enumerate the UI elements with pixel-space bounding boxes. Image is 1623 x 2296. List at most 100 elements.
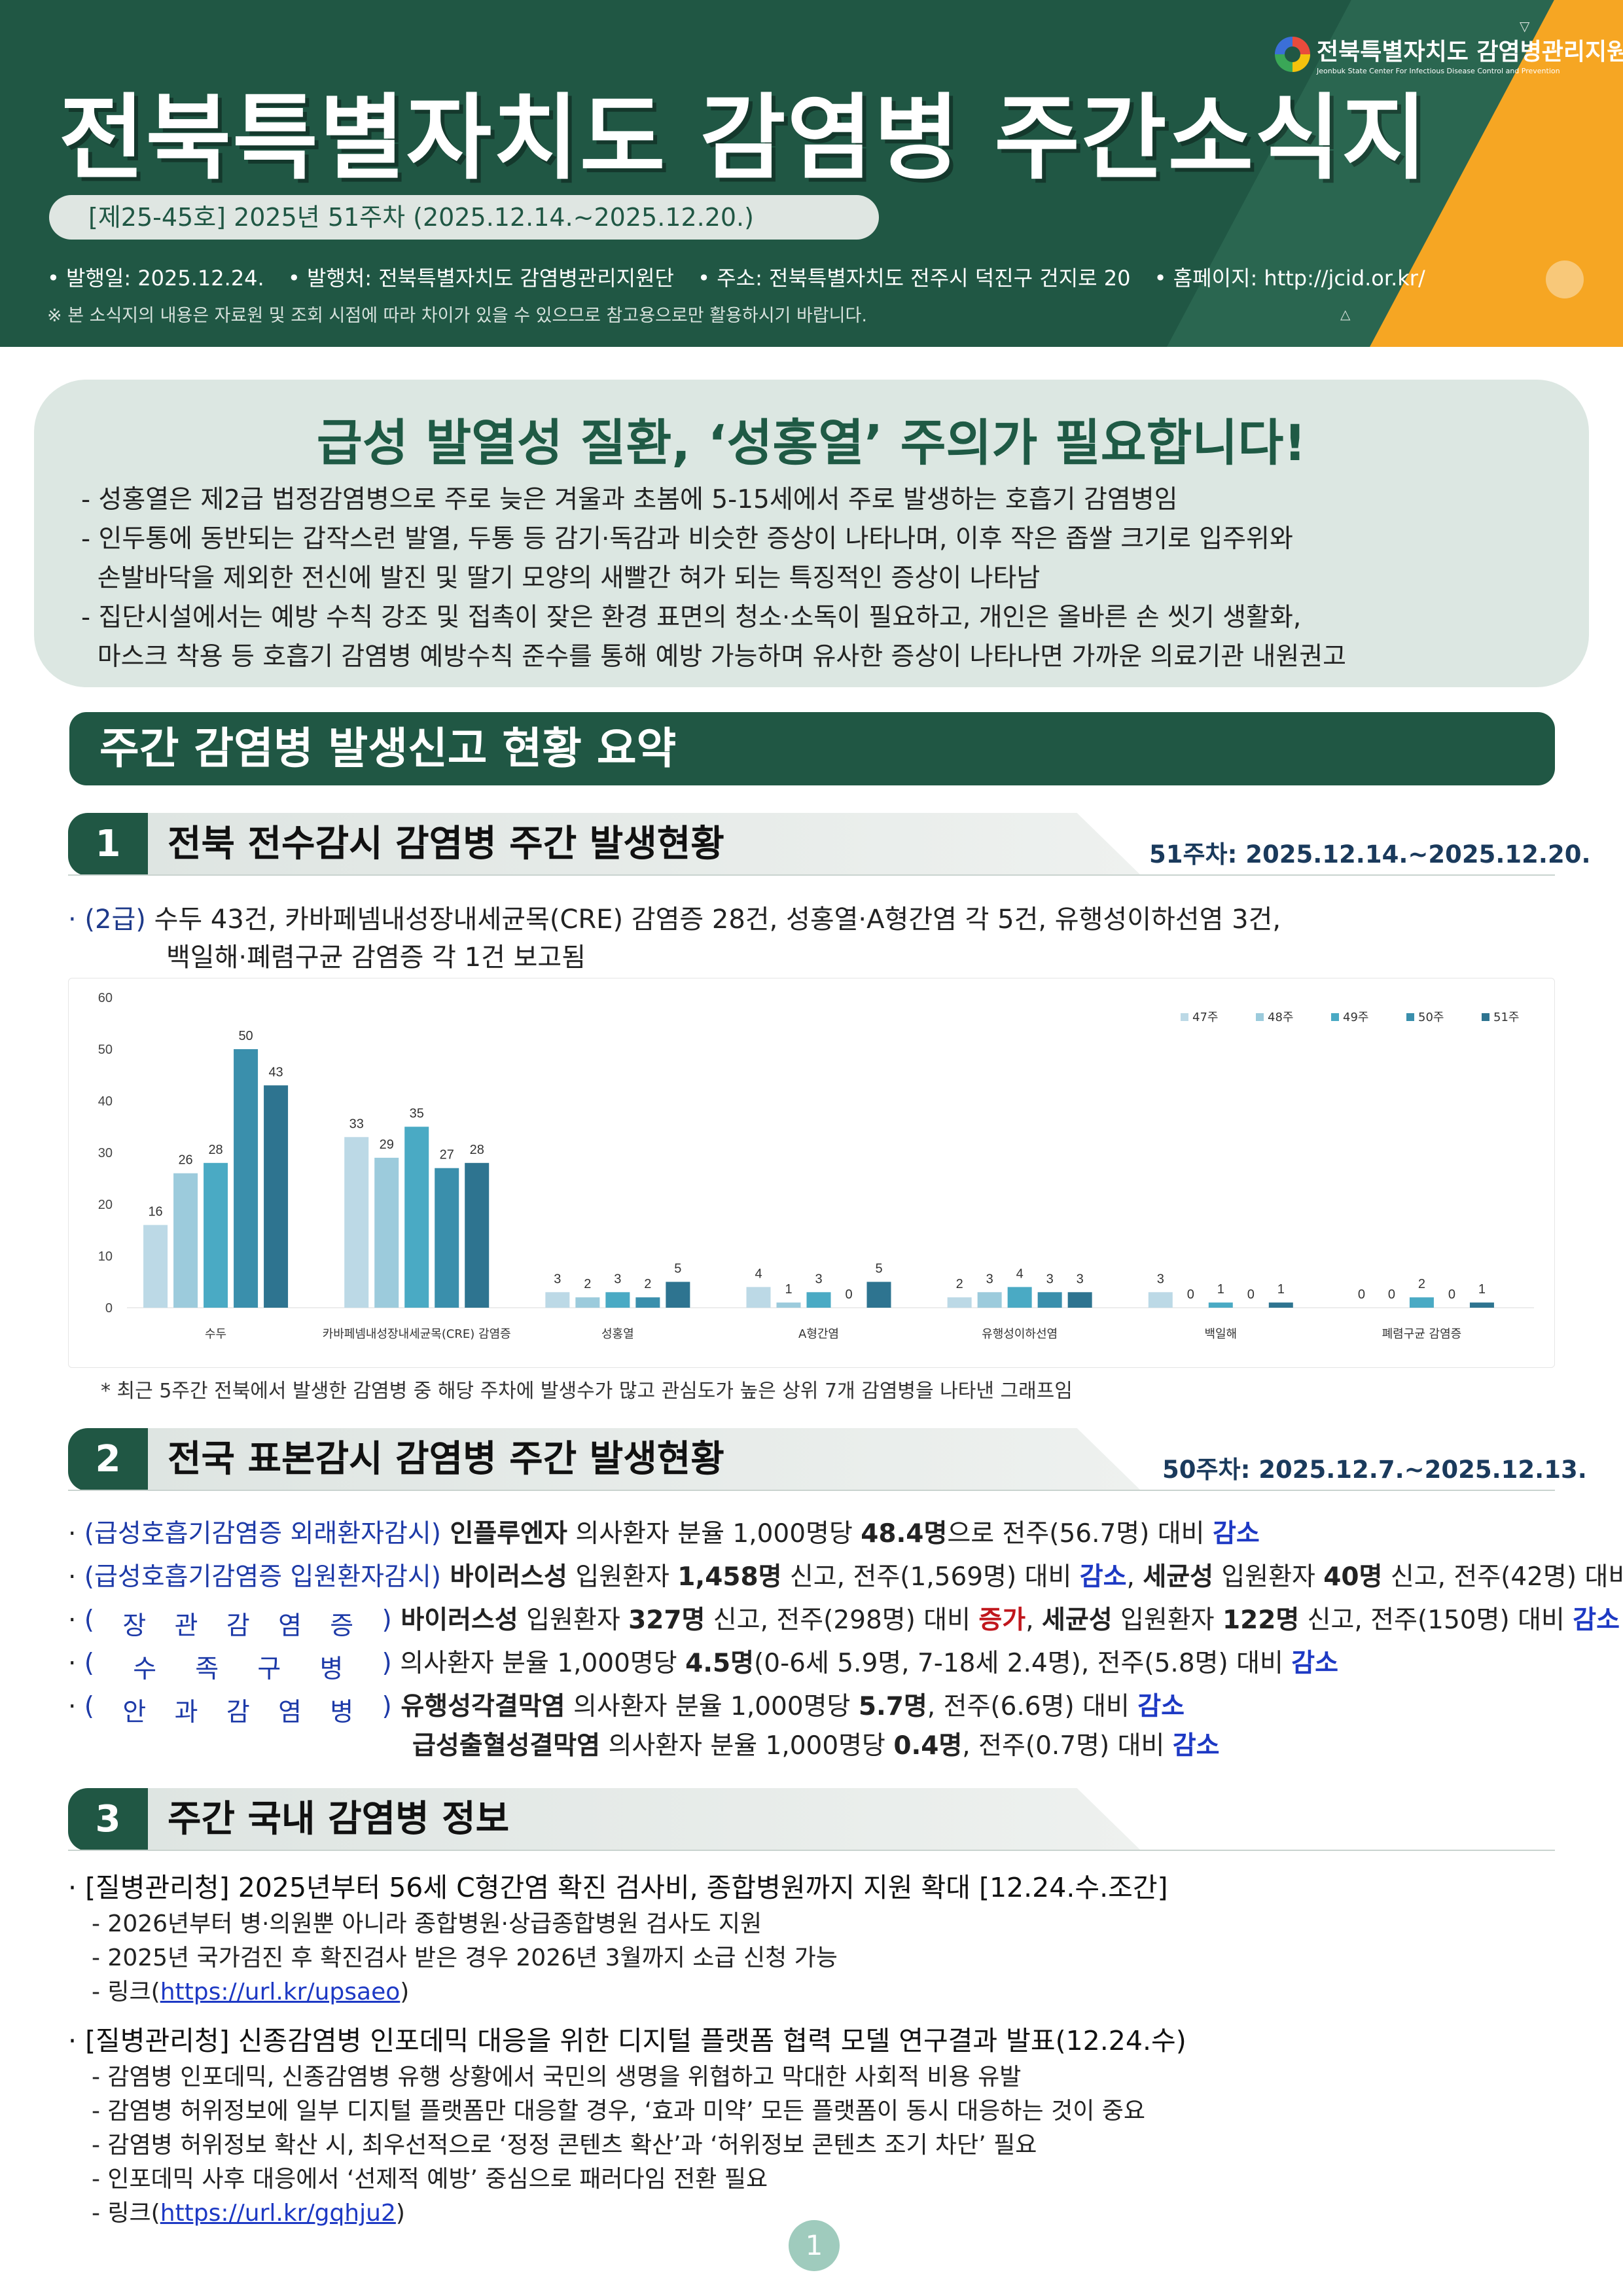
bar <box>806 1292 831 1308</box>
bar <box>344 1137 369 1308</box>
x-tick-label: 성홍열 <box>601 1327 634 1341</box>
bar <box>575 1297 600 1308</box>
section-title: 주간 국내 감염병 정보 <box>168 1798 510 1840</box>
section1-summary-cont: 백일해·폐렴구균 감염증 각 1건 보고됨 <box>166 942 586 973</box>
bar <box>1208 1302 1233 1308</box>
legend-swatch <box>1181 1013 1188 1021</box>
data-label: 4 <box>1016 1266 1024 1281</box>
bar <box>947 1297 972 1308</box>
data-label: 3 <box>614 1272 621 1286</box>
news-item: - 2025년 국가검진 후 확진검사 받은 경우 2026년 3월까지 소급 … <box>92 1945 838 1971</box>
data-label: 5 <box>674 1262 681 1276</box>
logo-text-ko: 전북특별자치도 감염병관리지원단 <box>1317 39 1623 65</box>
triangle-decoration-icon: ▽ <box>1520 18 1530 34</box>
bar <box>465 1162 490 1308</box>
x-tick-label: 폐렴구균 감염증 <box>1382 1327 1462 1341</box>
data-label: 26 <box>178 1153 192 1168</box>
data-label: 33 <box>349 1117 364 1131</box>
data-label: 3 <box>1077 1272 1084 1286</box>
data-label: 35 <box>410 1107 424 1121</box>
surveillance-tag: (수 족 구 병) <box>84 1649 392 1684</box>
alert-line: 마스크 착용 등 호흡기 감염병 예방수칙 준수를 통해 예방 가능하며 유사한… <box>81 642 1346 672</box>
bar <box>866 1282 891 1308</box>
data-label: 1 <box>1217 1282 1224 1297</box>
publication-meta: • 발행일: 2025.12.24. • 발행처: 전북특별자치도 감염병관리지… <box>47 262 1442 292</box>
bar <box>143 1225 168 1308</box>
data-label: 0 <box>1187 1287 1194 1302</box>
bar <box>1037 1292 1062 1308</box>
page-title: 전북특별자치도 감염병 주간소식지 <box>59 84 1429 192</box>
bar <box>264 1085 289 1308</box>
data-label: 3 <box>815 1272 822 1286</box>
legend-swatch <box>1331 1013 1339 1021</box>
bar <box>173 1173 198 1308</box>
section-number: 3 <box>68 1788 148 1851</box>
surveillance-tag: (급성호흡기감염증 외래환자감시) <box>84 1519 441 1549</box>
data-label: 0 <box>1448 1287 1455 1302</box>
legend-swatch <box>1256 1013 1264 1021</box>
bar <box>1409 1297 1434 1308</box>
bar <box>435 1168 459 1308</box>
alert-line: - 집단시설에서는 예방 수칙 강조 및 접촉이 잦은 환경 표면의 청소·소독… <box>81 603 1302 632</box>
data-label: 3 <box>986 1272 993 1286</box>
surveillance-row: · (장 관 감 염 증) 바이러스성 입원환자 327명 신고, 전주(298명) 대… <box>68 1605 1620 1641</box>
news-link[interactable]: https://url.kr/upsaeo <box>160 1979 401 2005</box>
alert-line: - 성홍열은 제2급 법정감염병으로 주로 늦은 겨울과 초봄에 5-15세에서… <box>81 485 1178 514</box>
grade-tag: · (2급) <box>68 905 146 935</box>
data-label: 3 <box>554 1272 561 1286</box>
bar <box>776 1302 801 1308</box>
legend-label: 49주 <box>1343 1011 1368 1024</box>
section1-summary: · (2급) 수두 43건, 카바페넴내성장내세균목(CRE) 감염증 28건,… <box>68 898 1281 936</box>
publish-date: • 발행일: 2025.12.24. <box>47 266 264 291</box>
data-label: 1 <box>785 1282 792 1297</box>
y-tick-label: 60 <box>98 991 113 1005</box>
x-tick-label: 수두 <box>205 1327 226 1341</box>
data-label: 2 <box>1418 1277 1425 1291</box>
y-tick-label: 0 <box>105 1301 113 1316</box>
section-title: 전북 전수감시 감염병 주간 발생현황 <box>168 823 724 865</box>
bar <box>1469 1302 1494 1308</box>
surveillance-row: · (안 과 감 염 병) 유행성각결막염 의사환자 분율 1,000명당 5.7명, … <box>68 1692 1185 1727</box>
publisher: • 발행처: 전북특별자치도 감염병관리지원단 <box>287 266 674 291</box>
surveillance-row: · (급성호흡기감염증 입원환자감시) 바이러스성 입원환자 1,458명 신고… <box>68 1556 1623 1593</box>
data-label: 0 <box>1358 1287 1365 1302</box>
logo-mark-icon <box>1275 36 1310 72</box>
organization-logo: 전북특별자치도 감염병관리지원단 Jeonbuk State Center Fo… <box>1275 33 1623 75</box>
surveillance-tag: (급성호흡기감염증 입원환자감시) <box>84 1562 441 1592</box>
surveillance-row: 급성출혈성결막염 의사환자 분율 1,000명당 0.4명, 전주(0.7명) … <box>412 1731 1220 1761</box>
data-label: 1 <box>1478 1282 1486 1297</box>
data-label: 5 <box>875 1262 882 1276</box>
surveillance-row: · (수 족 구 병) 의사환자 분율 1,000명당 4.5명(0-6세 5.9명,… <box>68 1649 1339 1684</box>
disclaimer-notice: ※ 본 소식지의 내용은 자료원 및 조회 시점에 따라 차이가 있을 수 있으… <box>47 306 867 326</box>
data-label: 4 <box>755 1266 762 1281</box>
y-tick-label: 20 <box>98 1198 113 1212</box>
homepage-link[interactable]: • 홈페이지: http://jcid.or.kr/ <box>1154 266 1425 291</box>
data-label: 2 <box>956 1277 963 1291</box>
data-label: 0 <box>1388 1287 1395 1302</box>
data-label: 16 <box>148 1205 162 1219</box>
chart-frame <box>68 978 1555 1368</box>
issue-badge: [제25-45호] 2025년 51주차 (2025.12.14.~2025.1… <box>49 195 879 240</box>
data-label: 50 <box>238 1029 253 1043</box>
news-headline: · [질병관리청] 2025년부터 56세 C형간염 확진 검사비, 종합병원까… <box>68 1872 1168 1903</box>
bar <box>746 1287 771 1308</box>
bar <box>605 1292 630 1308</box>
data-label: 0 <box>1247 1287 1255 1302</box>
bar <box>977 1292 1002 1308</box>
section-number: 2 <box>68 1428 148 1491</box>
bar <box>635 1297 660 1308</box>
surveillance-tag: (장 관 감 염 증) <box>84 1605 392 1641</box>
summary-text: 수두 43건, 카바페넴내성장내세균목(CRE) 감염증 28건, 성홍열·A형… <box>154 905 1281 935</box>
legend-swatch <box>1406 1013 1414 1021</box>
news-link[interactable]: https://url.kr/gqhju2 <box>160 2200 396 2227</box>
news-item: - 인포데믹 사후 대응에서 ‘선제적 예방’ 중심으로 패러다임 전환 필요 <box>92 2166 768 2193</box>
section3-heading: 3 주간 국내 감염병 정보 <box>68 1788 1141 1851</box>
bar <box>666 1282 690 1308</box>
data-label: 2 <box>584 1277 591 1291</box>
y-tick-label: 50 <box>98 1043 113 1057</box>
data-label: 29 <box>380 1138 394 1152</box>
news-item: - 감염병 허위정보 확산 시, 최우선적으로 ‘정정 콘텐츠 확산’과 ‘허위… <box>92 2132 1037 2159</box>
bar <box>1067 1292 1092 1308</box>
legend-label: 50주 <box>1418 1011 1444 1024</box>
